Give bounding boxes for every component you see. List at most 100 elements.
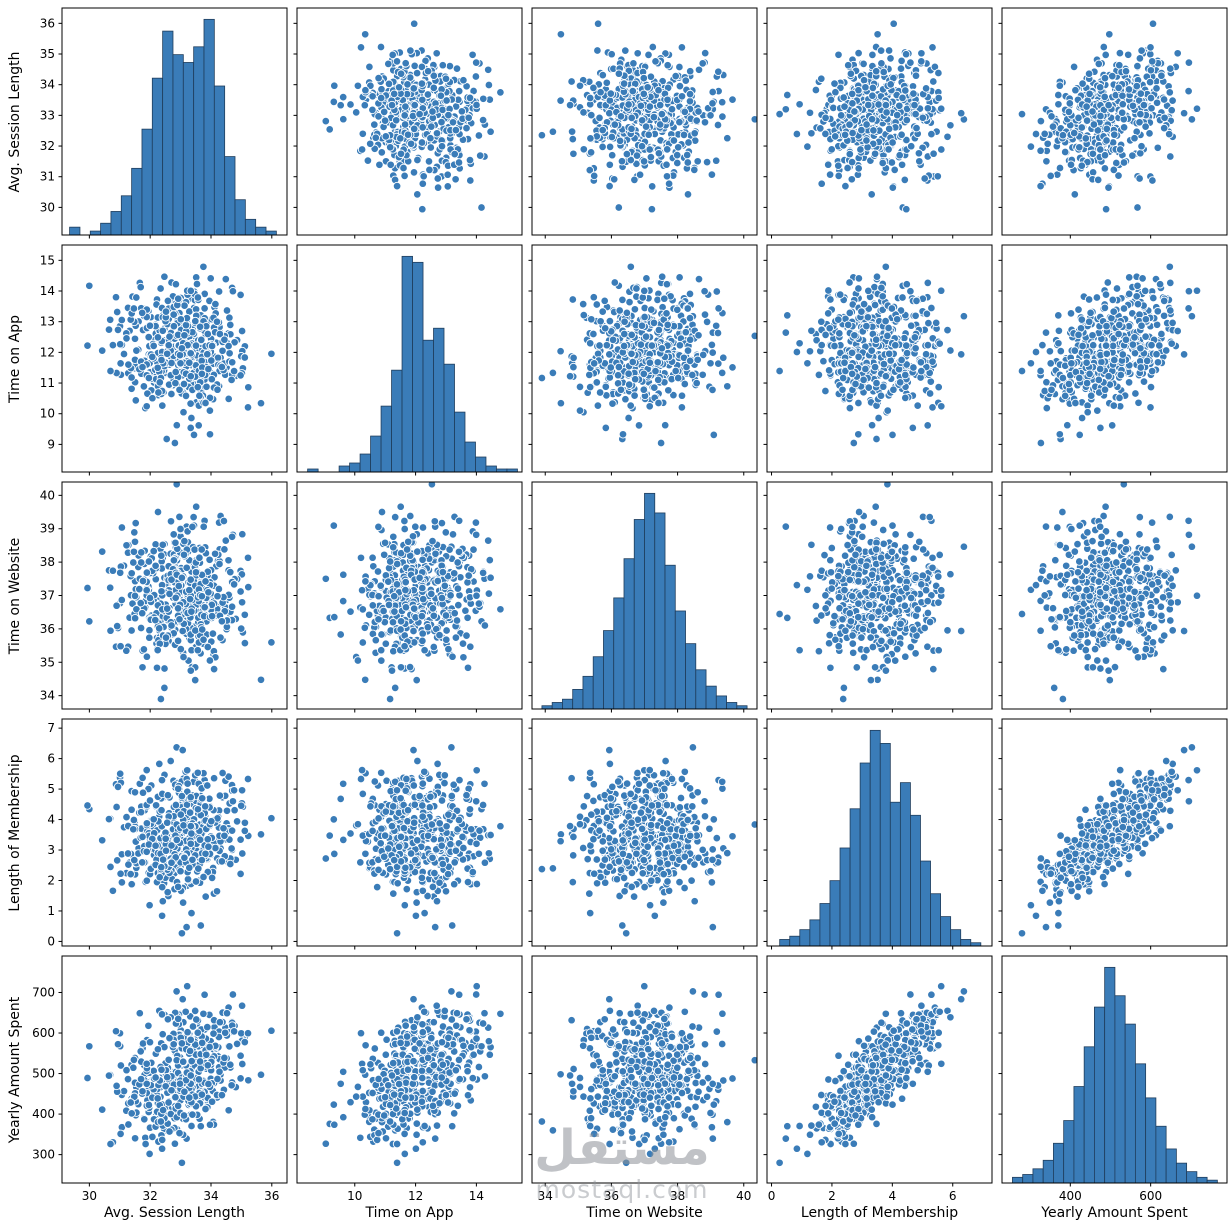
scatter-points: [775, 262, 969, 448]
panel-time_on_website-vs-session_length: 34 35 36 37 38 39 40: [40, 481, 288, 713]
svg-text:34: 34: [40, 78, 55, 92]
panel-session_length-vs-session_length: 30 31 32 33 34 35 36: [40, 7, 288, 239]
x-tick-labels: 34 36 38 40: [538, 1189, 752, 1203]
axis-ticks: [528, 22, 745, 239]
svg-text:38: 38: [40, 555, 55, 569]
panel-session_length-vs-time_on_website: [528, 7, 758, 239]
panel-session_length-vs-yearly_amount_spent: [998, 7, 1228, 239]
y-tick-labels: 34 35 36 37 38 39 40: [40, 488, 55, 702]
scatter-points: [1017, 262, 1202, 448]
scatter-points: [537, 19, 757, 214]
svg-text:35: 35: [40, 47, 55, 61]
x-tick-labels: 10 12 14: [347, 1189, 484, 1203]
panel-length_of_membership-vs-time_on_app: [293, 718, 523, 950]
axis-ticks: [528, 259, 745, 476]
axis-ticks: [293, 259, 477, 476]
svg-text:30: 30: [40, 200, 55, 214]
panel-time_on_app-vs-time_on_website: [528, 244, 758, 476]
axis-ticks: [763, 991, 954, 1187]
panel-time_on_website-vs-length_of_membership: [763, 481, 993, 713]
scatter-points: [537, 981, 757, 1168]
x-tick-labels: 400 600: [1059, 1189, 1162, 1203]
y-tick-labels: 9 10 11 12 13 14 15: [40, 253, 55, 451]
scatter-points: [1017, 743, 1202, 938]
svg-text:9: 9: [47, 437, 55, 451]
scatter-points: [83, 482, 276, 704]
panel-length_of_membership-vs-time_on_website: [528, 718, 758, 950]
panel-session_length-vs-length_of_membership: [763, 7, 993, 239]
svg-text:37: 37: [40, 589, 55, 603]
scatter-points: [83, 743, 276, 938]
panel-time_on_app-vs-time_on_app: [293, 244, 523, 476]
axis-ticks: [763, 727, 954, 950]
svg-text:40: 40: [40, 488, 55, 502]
panel-yearly_amount_spent-vs-time_on_website: 34 36 38 40: [528, 955, 758, 1203]
panel-length_of_membership-vs-yearly_amount_spent: [998, 718, 1228, 950]
axis-ticks: [763, 22, 954, 239]
svg-text:15: 15: [40, 253, 55, 267]
y-tick-labels: 30 31 32 33 34 35 36: [40, 16, 55, 214]
svg-text:12: 12: [40, 345, 55, 359]
y-axis-label-session_length: Avg. Session Length: [7, 51, 23, 192]
panel-time_on_website-vs-time_on_website: [528, 481, 758, 713]
svg-text:31: 31: [40, 170, 55, 184]
histogram-bars: [779, 729, 982, 946]
panel-yearly_amount_spent-vs-time_on_app: 10 12 14: [293, 955, 523, 1203]
x-axis-label-time_on_website: Time on Website: [586, 1205, 703, 1221]
scatter-points: [321, 19, 505, 214]
axis-ticks: [763, 259, 954, 476]
x-axis-label-yearly_amount_spent: Yearly Amount Spent: [1041, 1205, 1188, 1221]
svg-text:14: 14: [40, 284, 55, 298]
panel-yearly_amount_spent-vs-yearly_amount_spent: 400 600: [998, 955, 1228, 1203]
axis-ticks: [528, 991, 745, 1187]
panel-session_length-vs-time_on_app: [293, 7, 523, 239]
axis-ticks: [998, 494, 1152, 713]
svg-text:34: 34: [40, 689, 55, 703]
axis-ticks: [763, 494, 954, 713]
axis-ticks: [58, 494, 273, 713]
svg-text:39: 39: [40, 522, 55, 536]
svg-text:10: 10: [40, 407, 55, 421]
y-axis-label-yearly_amount_spent: Yearly Amount Spent: [7, 996, 23, 1143]
panel-time_on_app-vs-length_of_membership: [763, 244, 993, 476]
panel-time_on_app-vs-session_length: 9 10 11 12 13 14 15: [40, 244, 288, 476]
svg-text:13: 13: [40, 315, 55, 329]
axis-ticks: [58, 259, 273, 476]
axis-ticks: [293, 991, 477, 1187]
svg-text:11: 11: [40, 376, 55, 390]
axis-ticks: [293, 494, 477, 713]
y-axis-label-time_on_app: Time on App: [7, 314, 23, 403]
svg-text:36: 36: [40, 622, 55, 636]
axis-ticks: [293, 727, 477, 950]
scatter-points: [1017, 19, 1202, 214]
panel-time_on_app-vs-yearly_amount_spent: [998, 244, 1228, 476]
histogram-bars: [69, 18, 277, 235]
axis-ticks: [998, 259, 1152, 476]
histogram-bars: [1012, 966, 1218, 1183]
scatter-points: [775, 981, 969, 1168]
svg-text:36: 36: [40, 16, 55, 30]
x-axis-label-time_on_app: Time on App: [365, 1205, 454, 1221]
scatter-points: [775, 19, 969, 214]
y-axis-label-length_of_membership: Length of Membership: [7, 753, 23, 912]
scatter-points: [775, 482, 969, 704]
scatter-points: [537, 262, 757, 448]
panel-time_on_website-vs-yearly_amount_spent: [998, 481, 1228, 713]
axis-ticks: [528, 494, 745, 713]
svg-text:35: 35: [40, 655, 55, 669]
axis-ticks: [58, 991, 273, 1187]
scatter-points: [83, 981, 276, 1168]
svg-text:32: 32: [40, 139, 55, 153]
axis-ticks: [293, 22, 477, 239]
panel-length_of_membership-vs-length_of_membership: [763, 718, 993, 950]
x-tick-labels: 30 32 34 36: [82, 1189, 280, 1203]
histogram-bars: [541, 492, 748, 709]
axis-ticks: [998, 991, 1152, 1187]
